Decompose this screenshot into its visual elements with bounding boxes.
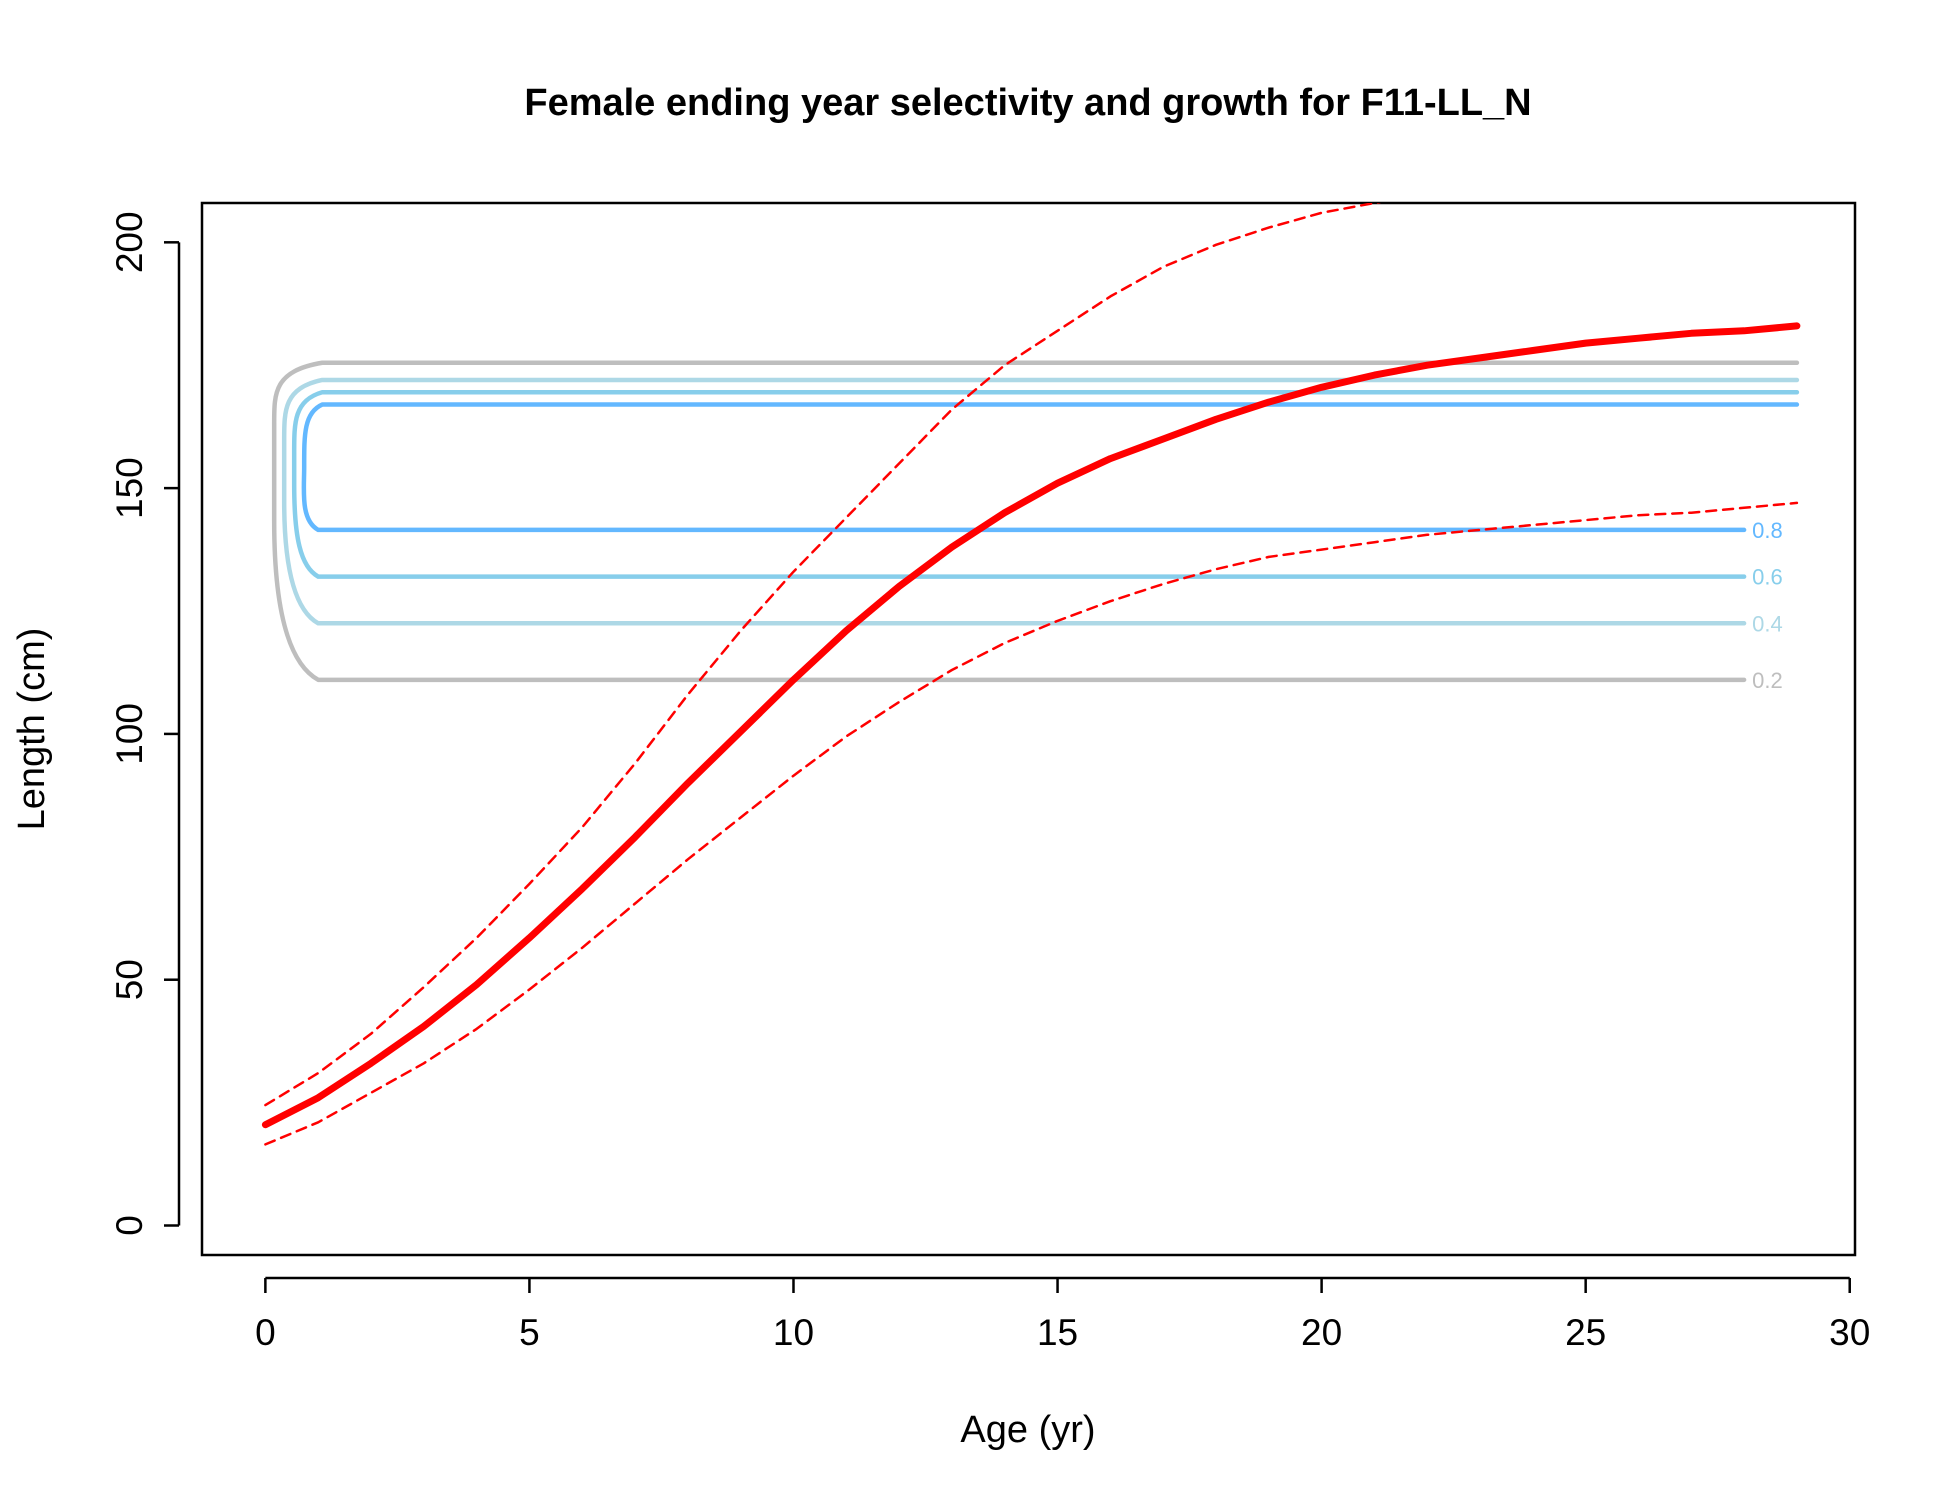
y-tick-label: 0	[109, 1215, 150, 1236]
contour-label-0.2: 0.2	[1752, 668, 1783, 693]
contour-line-0.4	[281, 377, 1800, 626]
y-tick-label: 100	[109, 703, 150, 765]
x-tick-label: 25	[1565, 1312, 1606, 1353]
contour-line-0.2	[271, 360, 1800, 683]
contour-line-0.6	[291, 390, 1800, 579]
y-tick-label: 50	[109, 959, 150, 1000]
chart-title: Female ending year selectivity and growt…	[524, 82, 1531, 124]
x-tick-label: 10	[773, 1312, 814, 1353]
x-axis-label: Age (yr)	[960, 1409, 1095, 1451]
axes: 0 5 10 15 20 25 30 0 50 100 150 200	[109, 211, 1870, 1353]
contour-label-0.6: 0.6	[1752, 565, 1783, 590]
plot-frame	[200, 201, 1857, 1257]
growth-line-upper	[264, 203, 1382, 1107]
y-tick-label: 200	[109, 211, 150, 273]
growth-line-mean	[261, 322, 1801, 1129]
y-axis-label: Length (cm)	[11, 628, 53, 831]
x-tick-label: 15	[1037, 1312, 1078, 1353]
growth-curves	[261, 203, 1801, 1146]
contour-label-0.4: 0.4	[1752, 611, 1783, 636]
growth-line-lower	[264, 501, 1799, 1146]
x-tick-label: 30	[1829, 1312, 1870, 1353]
x-tick-label: 20	[1301, 1312, 1342, 1353]
contour-line-0.8	[301, 402, 1800, 533]
y-tick-label: 150	[109, 457, 150, 519]
contour-label-0.8: 0.8	[1752, 518, 1783, 543]
selectivity-contours: 0.2 0.4 0.6 0.8	[271, 360, 1800, 693]
x-tick-label: 5	[519, 1312, 540, 1353]
x-tick-label: 0	[255, 1312, 276, 1353]
